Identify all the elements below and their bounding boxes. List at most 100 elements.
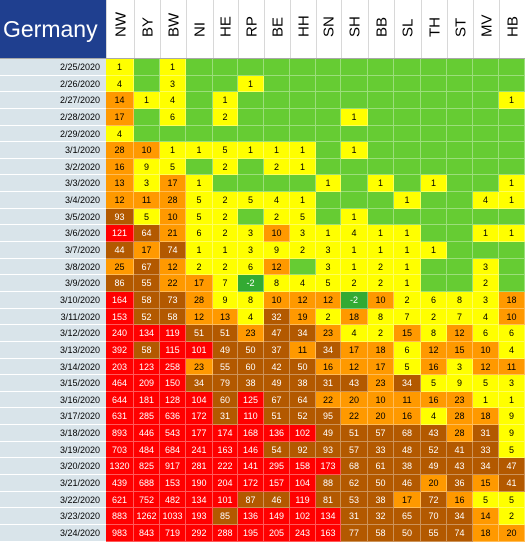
heatmap-cell: 23 [238,325,264,342]
heatmap-cell: 3 [316,242,341,259]
heatmap-cell: 18 [341,309,368,325]
heatmap-cell [421,76,447,92]
heatmap-cell: 77 [341,525,368,542]
heatmap-cell: 36 [447,475,473,492]
heatmap-cell: 719 [160,525,186,542]
heatmap-cell: 204 [213,475,238,492]
heatmap-cell [186,126,213,142]
heatmap-cell: 149 [264,508,290,525]
heatmap-cell: 1 [394,275,421,292]
heatmap-cell [447,192,473,209]
heatmap-cell: 33 [368,442,394,458]
column-header-label: BW [165,12,182,37]
heatmap-cell: 74 [447,525,473,542]
heatmap-cell: 16 [316,359,341,375]
row-date-label: 3/21/2020 [0,475,106,492]
heatmap-cell: 1 [473,225,499,242]
heatmap-cell: 34 [394,375,421,392]
heatmap-cell: 1 [160,142,186,159]
heatmap-cell: 10 [473,342,499,359]
heatmap-cell: 93 [106,209,134,225]
heatmap-cell [499,126,525,142]
heatmap-cell [290,59,316,76]
heatmap-cell: 115 [160,342,186,359]
heatmap-cell: 32 [264,309,290,325]
heatmap-cell: 4 [106,76,134,92]
heatmap-cell: 15 [447,342,473,359]
heatmap-cell: 68 [341,458,368,475]
heatmap-cell: 95 [316,408,341,425]
heatmap-cell: 65 [394,508,421,525]
heatmap-cell: 2 [264,209,290,225]
row-date-label: 3/9/2020 [0,275,106,292]
heatmap-cell: 28 [186,292,213,309]
heatmap-cell: 2 [394,292,421,309]
heatmap-cell: 9 [134,159,160,175]
heatmap-cell [186,109,213,126]
heatmap-cell: 41 [447,442,473,458]
heatmap-cell: 20 [368,408,394,425]
heatmap-cell: 74 [160,242,186,259]
heatmap-cell: 5 [499,442,525,458]
heatmap-cell: 3 [290,225,316,242]
heatmap-cell: 9 [447,375,473,392]
heatmap-cell: 64 [290,392,316,408]
heatmap-cell [394,76,421,92]
heatmap-cell: 43 [447,458,473,475]
column-header-he: HE [213,0,238,58]
heatmap-cell: 10 [499,309,525,325]
heatmap-cell: 49 [316,425,341,442]
heatmap-cell [368,109,394,126]
column-header-nw: NW [106,0,134,58]
heatmap-cell [316,76,341,92]
heatmap-cell: 93 [316,442,341,458]
column-header-sn: SN [316,0,341,58]
heatmap-cell: 288 [213,525,238,542]
heatmap-cell [447,225,473,242]
heatmap-cell: 1 [134,92,160,109]
heatmap-cell [264,109,290,126]
heatmap-cell [394,109,421,126]
column-header-label: MV [478,14,495,38]
heatmap-cell: 58 [134,292,160,309]
heatmap-cell [394,142,421,159]
heatmap-cell: 5 [186,209,213,225]
heatmap-cell: 193 [186,508,213,525]
heatmap-cell [499,59,525,76]
heatmap-cell: 1 [290,192,316,209]
heatmap-cell: 5 [238,192,264,209]
heatmap-cell: 3 [499,375,525,392]
column-header-hb: HB [499,0,525,58]
heatmap-cell: 1 [290,159,316,175]
heatmap-cell [447,275,473,292]
heatmap-cell: 52 [290,408,316,425]
heatmap-cell [341,92,368,109]
heatmap-cell [499,242,525,259]
heatmap-cell: 31 [316,375,341,392]
heatmap-cell [368,76,394,92]
heatmap-cell: 464 [106,375,134,392]
heatmap-cell: 20 [499,525,525,542]
heatmap-cell: 4 [473,309,499,325]
heatmap-cell: 11 [499,359,525,375]
heatmap-cell [290,175,316,192]
column-header-mv: MV [473,0,499,58]
heatmap-cell [499,275,525,292]
heatmap-cell [421,126,447,142]
heatmap-cell: 34 [186,375,213,392]
heatmap-cell: 181 [134,392,160,408]
heatmap-cell: 190 [186,475,213,492]
heatmap-cell [264,59,290,76]
heatmap-cell: 157 [264,475,290,492]
row-date-label: 3/19/2020 [0,442,106,458]
heatmap-cell: 439 [106,475,134,492]
heatmap-cell: 9 [499,408,525,425]
heatmap-cell: 79 [213,375,238,392]
heatmap-cell: 281 [186,458,213,475]
heatmap-cell: 292 [186,525,213,542]
heatmap-cell: 205 [264,525,290,542]
heatmap-cell: 825 [134,458,160,475]
heatmap-cell [447,209,473,225]
row-date-label: 2/26/2020 [0,76,106,92]
heatmap-cell: 67 [264,392,290,408]
